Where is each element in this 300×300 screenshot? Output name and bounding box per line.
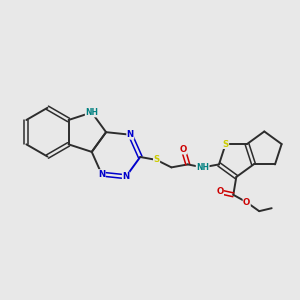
Text: N: N	[127, 130, 134, 139]
Text: O: O	[180, 145, 187, 154]
Text: NH: NH	[85, 108, 98, 117]
Text: S: S	[153, 155, 160, 164]
Text: N: N	[122, 172, 130, 181]
Text: N: N	[98, 169, 105, 178]
Text: S: S	[223, 140, 229, 148]
Text: NH: NH	[196, 163, 209, 172]
Text: O: O	[216, 187, 224, 196]
Text: O: O	[243, 198, 250, 207]
